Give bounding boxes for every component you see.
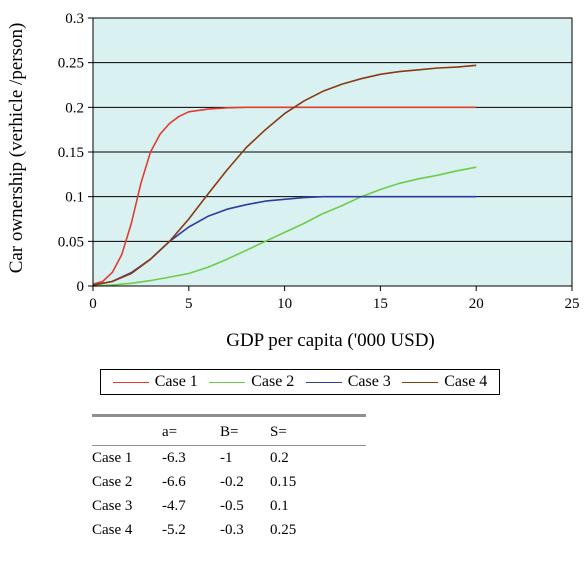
- table-header-rule: [92, 445, 366, 446]
- legend-swatch: [402, 381, 439, 383]
- parameter-table: a= B= S= Case 1 -6.3 -1 0.2 Case 2 -6.6 …: [92, 414, 366, 542]
- table-cell: -0.2: [220, 473, 244, 490]
- x-tick-label: 5: [185, 296, 193, 312]
- y-tick-label: 0.25: [58, 56, 84, 72]
- table-cell: -6.6: [162, 473, 186, 490]
- table-cell: -5.2: [162, 521, 186, 538]
- series-line-case-2: [92, 166, 477, 287]
- table-cell: 0.1: [270, 497, 289, 514]
- x-tick-label: 0: [89, 296, 97, 312]
- legend-item-case-3: Case 3: [305, 373, 391, 391]
- legend-item-case-2: Case 2: [209, 373, 294, 391]
- table-cell: 0.2: [270, 449, 289, 466]
- table-row: Case 3 -4.7 -0.5 0.1: [92, 494, 366, 518]
- x-tick-label: 25: [565, 296, 580, 312]
- table-cell: 0.15: [270, 473, 297, 490]
- table-cell: -0.3: [220, 521, 244, 538]
- table-cell: -0.5: [220, 497, 244, 514]
- legend-item-case-1: Case 1: [112, 373, 198, 391]
- legend-label: Case 3: [347, 373, 391, 390]
- series-line-case-1: [92, 106, 477, 285]
- line-chart: 0 0.05 0.1 0.15 0.2 0.25 0.3 0 5 10 15 20 25 GDP per…: [6, 11, 580, 351]
- table-cell: 0.25: [270, 521, 297, 538]
- y-tick-label: 0.2: [65, 100, 84, 116]
- chart-legend: Case 1 Case 2 Case 3 Case 4: [100, 369, 500, 395]
- table-row: Case 1 -6.3 -1 0.2: [92, 446, 366, 470]
- table-cell: -6.3: [162, 449, 186, 466]
- legend-swatch: [209, 381, 246, 383]
- y-tick-label: 0.3: [65, 11, 84, 27]
- legend-swatch: [305, 381, 342, 383]
- table-top-rule: [92, 414, 366, 417]
- table-row: Case 4 -5.2 -0.3 0.25: [92, 518, 366, 542]
- y-tick-label: 0.1: [65, 190, 84, 206]
- legend-label: Case 4: [444, 373, 488, 390]
- y-tick-label: 0.15: [58, 145, 84, 161]
- y-tick-label: 0: [77, 279, 85, 295]
- x-axis-title: GDP per capita ('000 USD): [226, 330, 435, 351]
- table-cell: Case 3: [92, 497, 133, 514]
- table-cell: Case 4: [92, 521, 133, 538]
- table-header-cell: S=: [270, 423, 287, 440]
- x-tick-label: 20: [469, 296, 484, 312]
- table-cell: -4.7: [162, 497, 186, 514]
- table-header-row: a= B= S=: [92, 419, 366, 445]
- y-tick-label: 0.05: [58, 234, 84, 250]
- table-header-cell: B=: [220, 423, 239, 440]
- table-cell: Case 2: [92, 473, 133, 490]
- series-line-case-4: [92, 64, 477, 286]
- table-row: Case 2 -6.6 -0.2 0.15: [92, 470, 366, 494]
- legend-label: Case 2: [251, 373, 295, 390]
- legend-swatch: [112, 381, 149, 383]
- table-cell: -1: [220, 449, 233, 466]
- x-tick-label: 15: [373, 296, 388, 312]
- x-tick-label: 10: [277, 296, 292, 312]
- legend-item-case-4: Case 4: [402, 373, 487, 391]
- table-cell: Case 1: [92, 449, 133, 466]
- y-axis-title: Car ownership (verhicle /person): [6, 23, 27, 274]
- legend-label: Case 1: [154, 373, 198, 390]
- table-header-cell: a=: [162, 423, 178, 440]
